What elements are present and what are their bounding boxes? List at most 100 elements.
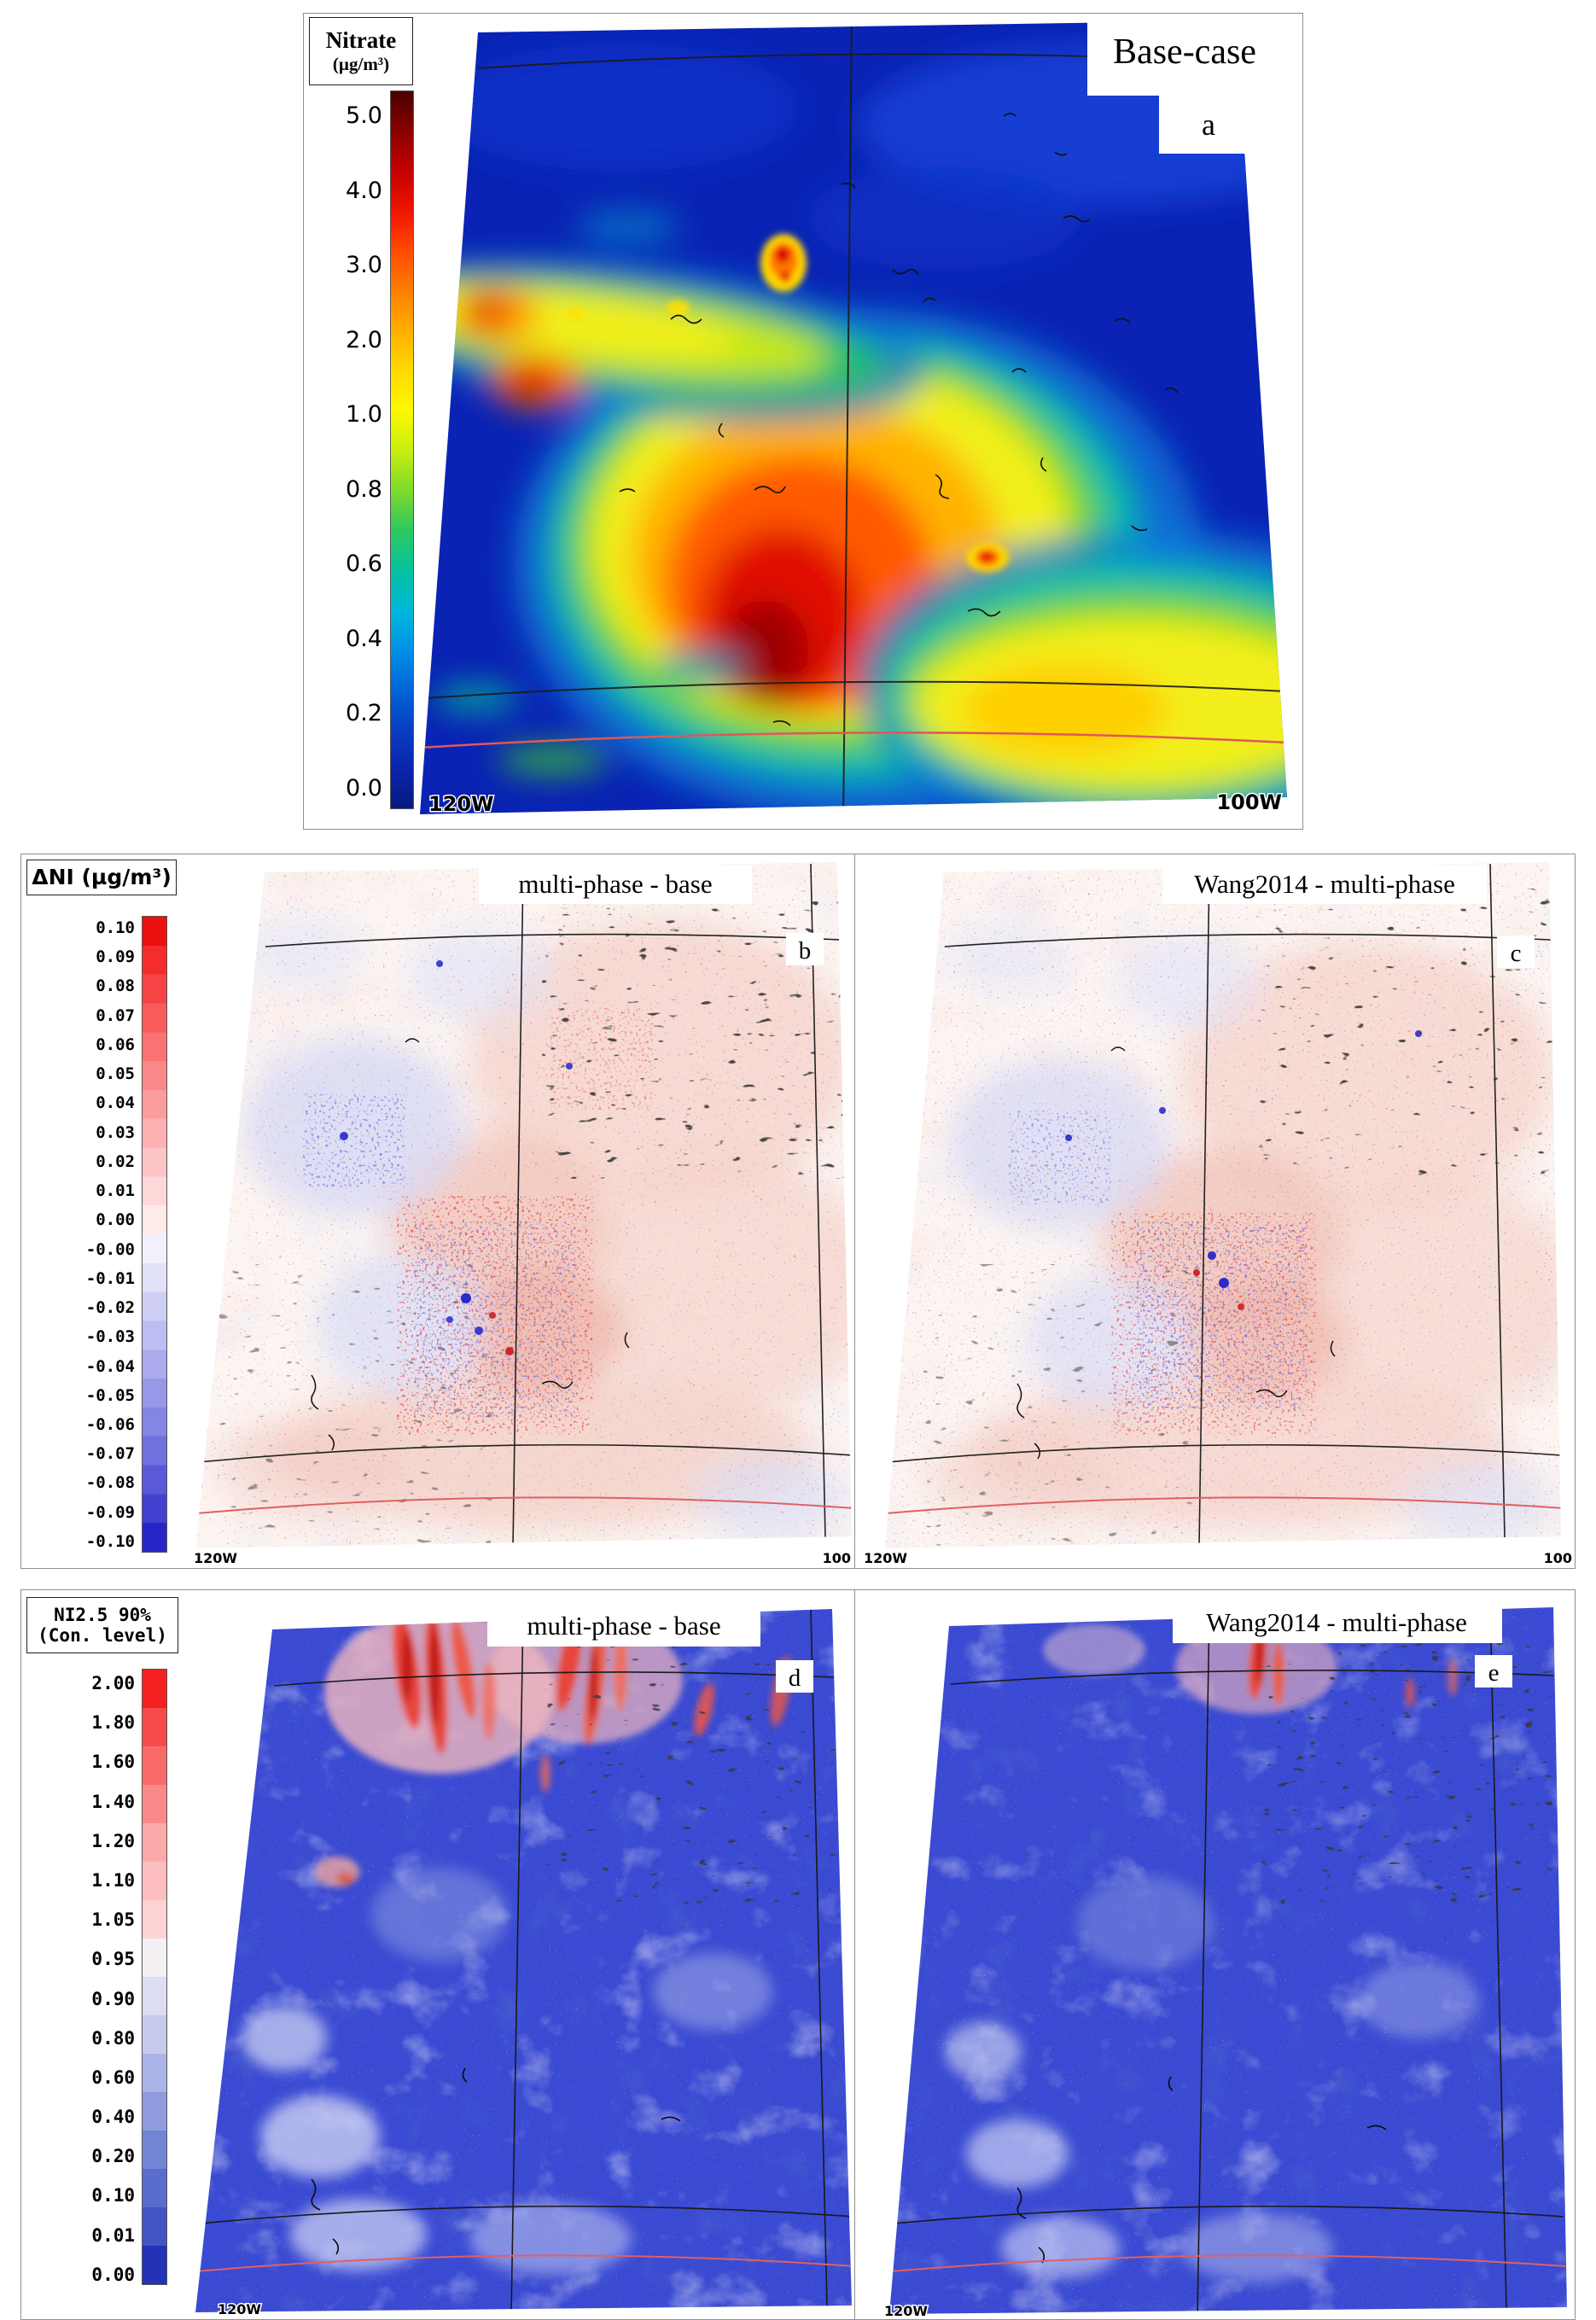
graticule-e	[892, 1607, 1564, 2314]
legend-delta-ni-title: ΔNI (µg/m³)	[32, 864, 172, 889]
panel-bc-delta-ni: ΔNI (µg/m³) 0.10 0.09 0.08 0.07 0.06 0.05 0.04…	[20, 854, 1576, 1569]
legend-delta-ni-title-box: ΔNI (µg/m³)	[26, 860, 177, 895]
map-a-xlabel-left: 120W	[428, 792, 494, 816]
red-latitude-c	[885, 1496, 1561, 1514]
map-a-title: Base-case	[1113, 32, 1256, 72]
colorbar-confidence-tick: 1.40	[91, 1791, 135, 1812]
map-c-art	[885, 862, 1561, 1548]
colorbar-nitrate-tick: 3.0	[346, 252, 382, 279]
concentration-blobs-a	[420, 44, 1287, 814]
coastlines-c	[1016, 1046, 1336, 1460]
legend-nitrate-title: Nitrate	[325, 27, 397, 54]
colorbar-delta-ni-strip	[142, 916, 167, 1553]
colorbar-delta-ni-tick: -0.10	[85, 1531, 135, 1551]
colorbar-delta-ni-tick: -0.01	[85, 1268, 135, 1288]
title-box-d	[487, 1606, 760, 1647]
colorbar-confidence-strip	[142, 1669, 167, 2285]
tag-box-c	[1497, 936, 1535, 968]
colorbar-delta-ni-ticks: 0.10 0.09 0.08 0.07 0.06 0.05 0.04 0.03 0.02 0.01…	[21, 920, 135, 1550]
lavender-patches-d	[242, 1868, 772, 2275]
map-d-multiphase-minus-base-conf: multi-phase - base d 120W	[183, 1590, 854, 2319]
colorbar-delta-ni-tick: 0.04	[96, 1093, 135, 1113]
legend-nitrate-units: (µg/m³)	[332, 54, 390, 75]
colorbar-confidence-tick: 0.60	[91, 2066, 135, 2088]
tag-box-b	[786, 933, 824, 965]
coastlines-a	[619, 113, 1179, 726]
title-box-c	[1162, 865, 1487, 904]
red-latitude-d	[196, 2254, 852, 2272]
colorbar-confidence-tick: 1.10	[91, 1869, 135, 1891]
map-d-tag: d	[789, 1664, 801, 1692]
red-latitude-e	[890, 2254, 1566, 2272]
map-a-art	[420, 20, 1287, 814]
colorbar-delta-ni-tick: -0.08	[85, 1473, 135, 1493]
colorbar-confidence-tick: 0.01	[91, 2224, 135, 2246]
colorbar-confidence-tick: 0.00	[91, 2264, 135, 2285]
graticule-c	[887, 863, 1561, 1548]
colorbar-confidence-tick: 0.90	[91, 1988, 135, 2009]
colorbar-delta-ni-tick: 0.00	[96, 1210, 135, 1230]
colorbar-delta-ni-tick: -0.07	[85, 1444, 135, 1464]
graticule-b	[197, 863, 852, 1548]
colorbar-nitrate-tick: 1.0	[346, 401, 382, 428]
title-box-b	[479, 865, 752, 904]
colorbar-nitrate-strip	[390, 90, 414, 809]
colorbar-nitrate-tick: 0.6	[346, 551, 382, 578]
tag-box-d	[776, 1660, 813, 1693]
colorbar-delta-ni-tick: -0.05	[85, 1385, 135, 1405]
colorbar-confidence-tick: 0.95	[91, 1949, 135, 1970]
map-b-svg: multi-phase - base b 120W 100	[194, 862, 852, 1566]
legend-confidence-title-box: NI2.5 90% (Con. level)	[26, 1597, 178, 1653]
legend-delta-ni: ΔNI (µg/m³) 0.10 0.09 0.08 0.07 0.06 0.05 0.04…	[21, 854, 183, 1568]
colorbar-confidence-tick: 1.60	[91, 1752, 135, 1773]
map-d-art	[195, 1609, 852, 2312]
title-notch-a	[1087, 14, 1302, 154]
colorbar-delta-ni-tick: -0.00	[85, 1239, 135, 1259]
map-e-tag: e	[1488, 1659, 1500, 1687]
coastlines-d	[311, 2067, 681, 2255]
colorbar-delta-ni-tick: -0.04	[85, 1356, 135, 1376]
map-d-svg: multi-phase - base d 120W	[195, 1606, 852, 2319]
colorbar-delta-ni-tick: 0.07	[96, 1006, 135, 1025]
colorbar-nitrate-tick: 0.4	[346, 625, 382, 652]
colorbar-delta-ni-tick: 0.08	[96, 976, 135, 996]
map-b-multiphase-minus-base: multi-phase - base b 120W 100	[183, 854, 854, 1568]
colorbar-delta-ni-tick: 0.02	[96, 1151, 135, 1171]
colorbar-delta-ni-tick: 0.09	[96, 947, 135, 967]
hotspots-a	[568, 234, 1009, 572]
legend-confidence-subtitle: (Con. level)	[38, 1625, 167, 1646]
colorbar-confidence-ticks: 2.00 1.80 1.60 1.40 1.20 1.10 1.05 0.95 0.90 0.80…	[21, 1675, 135, 2284]
legend-nitrate-title-box: Nitrate (µg/m³)	[309, 17, 413, 85]
map-d-xlabel-left: 120W	[218, 2301, 261, 2317]
map-e-xlabel-left: 120W	[884, 2303, 928, 2319]
panel-a-base-case: Nitrate (µg/m³) 5.0 4.0 3.0 2.0 1.0 0.8 0.6 0.4…	[303, 13, 1303, 830]
legend-confidence-title: NI2.5 90%	[54, 1604, 151, 1625]
colorbar-confidence-tick: 0.10	[91, 2185, 135, 2206]
title-box-e	[1173, 1602, 1502, 1643]
map-e-art	[889, 1607, 1567, 2314]
colorbar-nitrate-tick: 0.2	[346, 700, 382, 727]
divider-bc	[854, 854, 855, 1568]
colorbar-delta-ni-tick: -0.03	[85, 1327, 135, 1347]
graticule-d	[198, 1609, 852, 2312]
colorbar-confidence-tick: 0.80	[91, 2027, 135, 2049]
colorbar-nitrate-tick: 4.0	[346, 177, 382, 204]
map-c-tag: c	[1511, 940, 1522, 967]
red-latitude-b	[195, 1496, 852, 1514]
colorbar-delta-ni-tick: -0.06	[85, 1414, 135, 1434]
colorbar-confidence-tick: 1.20	[91, 1830, 135, 1851]
coastlines-b	[311, 1038, 630, 1451]
map-d-title: multi-phase - base	[527, 1611, 720, 1641]
map-b-tag: b	[799, 937, 812, 965]
colorbar-delta-ni-tick: 0.06	[96, 1035, 135, 1054]
colorbar-delta-ni-tick: 0.03	[96, 1122, 135, 1142]
map-b-xlabel-right: 100	[823, 1550, 851, 1566]
map-e-wang2014-minus-multiphase-conf: Wang2014 - multi-phase e 120W	[855, 1590, 1576, 2319]
colorbar-confidence-tick: 1.05	[91, 1909, 135, 1931]
map-a-xlabel-right: 100W	[1216, 790, 1282, 814]
panel-de-confidence: NI2.5 90% (Con. level) 2.00 1.80 1.60 1.40 1…	[20, 1589, 1576, 2320]
colorbar-nitrate-tick: 2.0	[346, 326, 382, 353]
colorbar-nitrate-tick: 0.0	[346, 774, 382, 802]
legend-confidence: NI2.5 90% (Con. level) 2.00 1.80 1.60 1.40 1…	[21, 1590, 183, 2319]
